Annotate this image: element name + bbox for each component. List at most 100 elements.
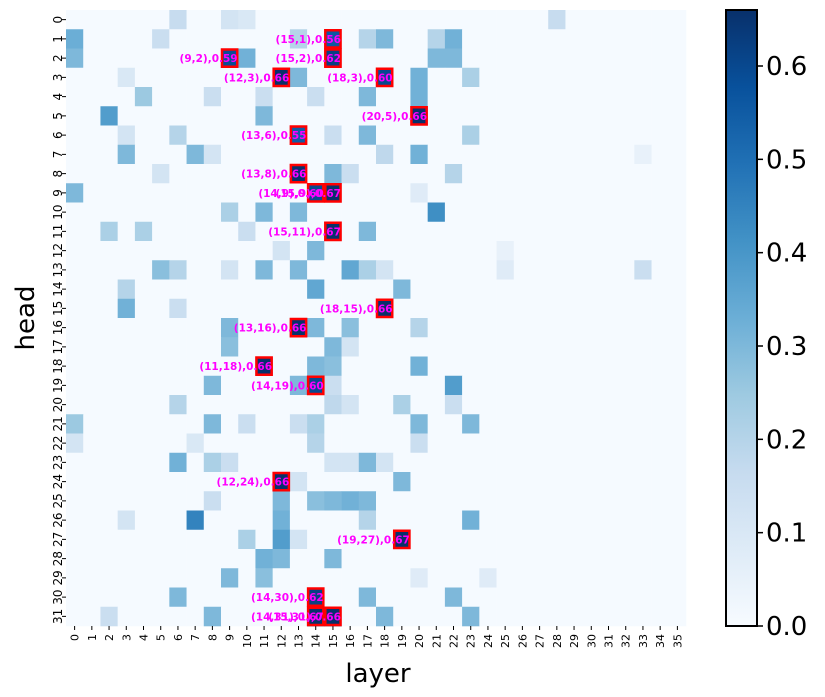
heatmap-cell (341, 221, 360, 242)
heatmap-cell (651, 452, 670, 473)
heatmap-cell (565, 452, 583, 473)
heatmap-cell (324, 375, 342, 396)
heatmap-cell (479, 298, 497, 319)
heatmap-cell (599, 414, 618, 434)
heatmap-cell (341, 568, 360, 588)
heatmap-cell (651, 164, 670, 184)
heatmap-cell (186, 491, 205, 511)
y-tick-label: 27 (51, 532, 65, 547)
heatmap-cell (513, 125, 532, 146)
heatmap-cell (479, 29, 497, 49)
heatmap-cell (255, 549, 273, 569)
heatmap-cell (307, 549, 325, 569)
heatmap-cell (444, 260, 463, 280)
heatmap-cell (238, 433, 256, 454)
heatmap-cell (548, 241, 566, 261)
heatmap-cell (617, 48, 635, 69)
heatmap-cell (341, 183, 360, 203)
heatmap-cell (548, 10, 566, 30)
heatmap-cell (100, 221, 118, 242)
heatmap-cell (410, 491, 428, 511)
heatmap-cell (152, 529, 170, 550)
heatmap-cell (462, 356, 480, 377)
heatmap-cell (307, 87, 325, 107)
heatmap-cell (376, 529, 394, 550)
heatmap-cell (444, 529, 463, 550)
heatmap-cell (341, 529, 360, 550)
heatmap-cell (513, 549, 532, 569)
heatmap-cell (134, 164, 153, 184)
heatmap-cell (152, 241, 170, 261)
heatmap-cell (531, 144, 549, 165)
heatmap-cell (203, 87, 222, 107)
annotation-label: (15,1),0.56 (276, 34, 341, 46)
heatmap-cell (582, 10, 601, 30)
heatmap-cell (186, 568, 205, 588)
heatmap-cell (548, 549, 566, 569)
heatmap-cell (358, 183, 377, 203)
heatmap-cell (548, 491, 566, 511)
y-tick-label: 7 (51, 151, 65, 159)
heatmap-cell (221, 549, 239, 569)
heatmap-cell (341, 395, 360, 415)
heatmap-cell (117, 606, 136, 627)
heatmap-cell (238, 491, 256, 511)
heatmap-cell (358, 375, 377, 396)
heatmap-cell (496, 29, 515, 49)
heatmap-cell (599, 67, 618, 88)
heatmap-cell (186, 125, 205, 146)
heatmap-cell (289, 606, 308, 627)
heatmap-cell (479, 606, 497, 627)
x-tick-label: 34 (654, 634, 667, 648)
heatmap-cell (565, 125, 583, 146)
heatmap-cell (186, 452, 205, 473)
heatmap-cell (358, 125, 377, 146)
heatmap-cell (358, 318, 377, 338)
heatmap-cell (134, 452, 153, 473)
heatmap-cell (186, 298, 205, 319)
heatmap-cell (376, 452, 394, 473)
heatmap-cell (324, 183, 342, 203)
heatmap-cell (582, 452, 601, 473)
heatmap-cell (427, 221, 446, 242)
heatmap-cell (169, 433, 187, 454)
heatmap-cell (548, 87, 566, 107)
heatmap-cell (565, 164, 583, 184)
y-tick-label: 13 (51, 262, 65, 277)
heatmap-cell (496, 48, 515, 69)
heatmap-cell (324, 10, 342, 30)
heatmap-cell (117, 164, 136, 184)
heatmap-cell (617, 67, 635, 88)
heatmap-cell (83, 48, 101, 69)
heatmap-cell (66, 606, 84, 627)
heatmap-cell (393, 395, 411, 415)
heatmap-cell (358, 29, 377, 49)
heatmap-cell (479, 452, 497, 473)
heatmap-cell (410, 87, 428, 107)
heatmap-cell (358, 202, 377, 223)
heatmap-cell (565, 241, 583, 261)
heatmap-cell (255, 433, 273, 454)
heatmap-cell (186, 606, 205, 627)
heatmap-cell (238, 568, 256, 588)
heatmap-cell (565, 87, 583, 107)
heatmap-cell (324, 144, 342, 165)
highlight-box (306, 375, 325, 396)
heatmap-cell (599, 221, 618, 242)
heatmap-cell (599, 375, 618, 396)
heatmap-cell (100, 67, 118, 88)
heatmap-cell (376, 87, 394, 107)
heatmap-cell (358, 433, 377, 454)
heatmap-cell (307, 433, 325, 454)
highlight-box (375, 298, 394, 319)
heatmap-cell (307, 356, 325, 377)
heatmap-cell (668, 356, 687, 377)
heatmap-cell (117, 87, 136, 107)
colorbar: 0.0 0.1 0.2 0.3 0.4 0.5 0.6 (725, 9, 807, 642)
heatmap-cell (651, 183, 670, 203)
heatmap-cell (358, 144, 377, 165)
heatmap-cell (410, 260, 428, 280)
heatmap-cell (393, 549, 411, 569)
heatmap-cell (100, 568, 118, 588)
heatmap-cell (289, 395, 308, 415)
